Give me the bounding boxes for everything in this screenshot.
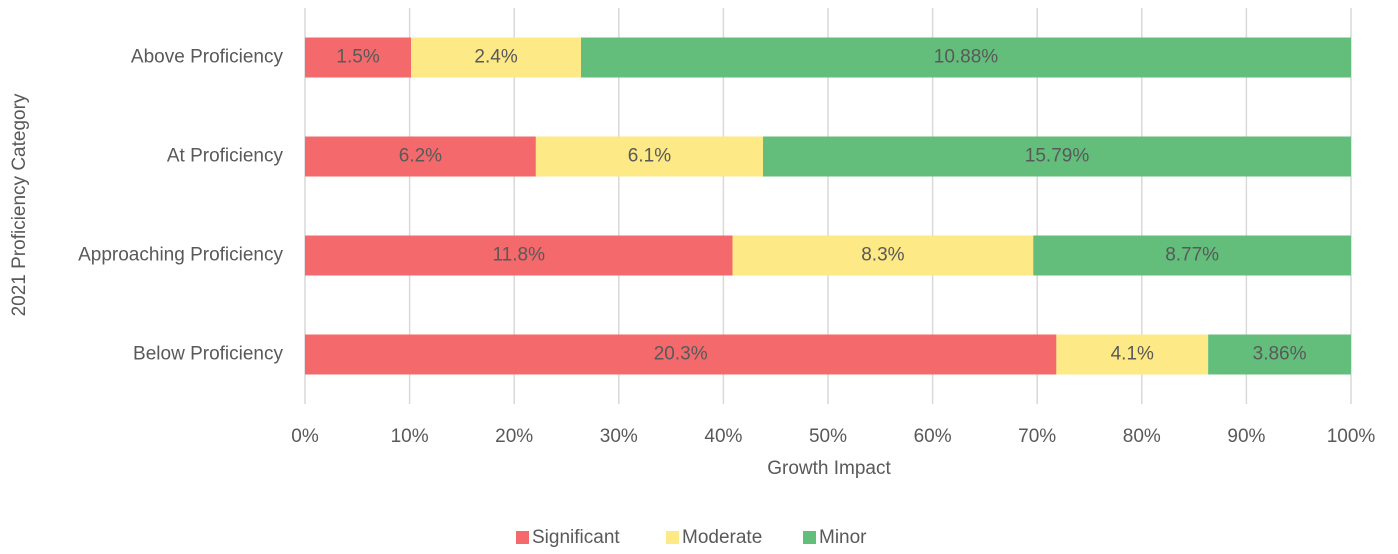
legend-label: Minor [819,527,867,548]
x-tick-label: 60% [914,426,952,447]
y-tick-label: Above Proficiency [131,47,284,68]
bar-segment [305,235,733,276]
data-label: 2.4% [474,47,517,68]
data-label: 20.3% [654,344,708,365]
bar-segment [732,235,1034,276]
x-tick-label: 50% [809,426,847,447]
x-axis-title: Growth Impact [767,458,891,479]
x-tick-label: 20% [495,426,533,447]
data-label: 8.3% [861,245,904,266]
bar-segment [411,37,582,78]
x-tick-label: 30% [600,426,638,447]
data-label: 8.77% [1165,245,1219,266]
y-tick-label: Approaching Proficiency [78,245,283,266]
bar-segment [305,37,412,78]
bar-segment [1056,334,1209,375]
x-tick-label: 0% [291,426,319,447]
legend-swatch [803,531,816,544]
y-axis-title: 2021 Proficiency Category [9,93,30,316]
bar-segment [305,334,1057,375]
bar-segment [305,136,536,177]
x-tick-label: 80% [1123,426,1161,447]
bar-segment [535,136,764,177]
data-label: 3.86% [1253,344,1307,365]
legend-swatch [666,531,679,544]
x-tick-label: 90% [1227,426,1265,447]
data-label: 1.5% [336,47,379,68]
y-tick-label: At Proficiency [167,146,284,167]
data-label: 15.79% [1025,146,1090,167]
data-label: 11.8% [493,245,546,266]
legend-label: Significant [532,527,620,548]
data-label: 6.2% [399,146,442,167]
x-tick-label: 40% [704,426,742,447]
bar-segment [763,136,1351,177]
y-tick-label: Below Proficiency [133,344,283,365]
data-label: 4.1% [1111,344,1154,365]
data-label: 6.1% [628,146,671,167]
bar-segment [581,37,1351,78]
x-tick-label: 70% [1018,426,1056,447]
bar-segment [1208,334,1351,375]
bar-segment [1033,235,1351,276]
x-tick-label: 100% [1327,426,1376,447]
x-tick-label: 10% [391,426,429,447]
data-label: 10.88% [934,47,999,68]
legend-label: Moderate [682,527,762,548]
legend-swatch [516,531,529,544]
